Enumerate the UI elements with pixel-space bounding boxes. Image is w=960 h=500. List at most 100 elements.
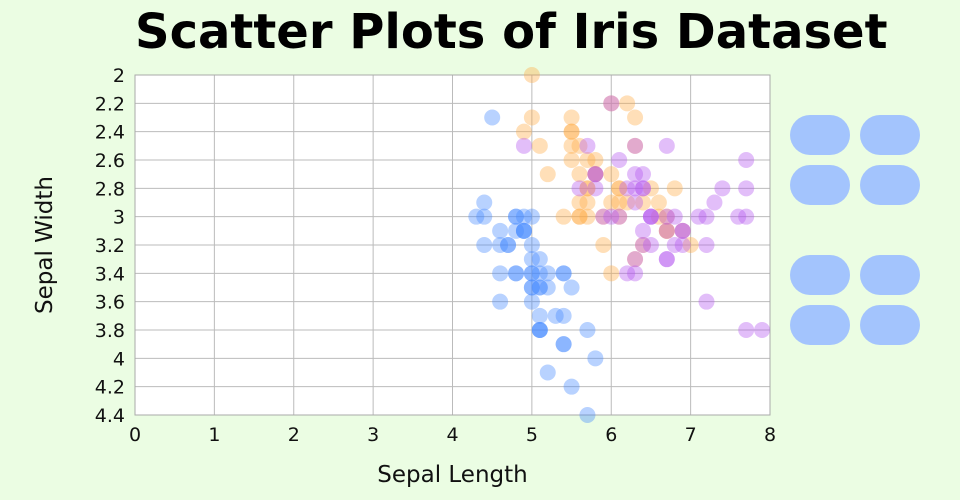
data-point	[619, 180, 636, 197]
legend-swatch	[790, 165, 850, 205]
data-point	[523, 279, 540, 296]
data-point	[642, 180, 659, 197]
data-point	[523, 251, 540, 268]
data-point	[531, 251, 548, 268]
data-point	[579, 407, 596, 423]
data-point	[571, 166, 588, 183]
data-point	[595, 208, 612, 225]
data-point	[674, 237, 691, 253]
data-point	[547, 307, 564, 324]
data-point	[650, 208, 667, 225]
data-point	[627, 265, 644, 282]
data-point	[658, 251, 675, 268]
data-point	[531, 137, 548, 154]
data-point	[603, 265, 620, 282]
data-point	[563, 109, 580, 126]
y-tick-label: 2.6	[95, 150, 125, 172]
data-point	[508, 208, 524, 225]
data-point	[587, 180, 604, 197]
x-tick-label: 6	[605, 424, 617, 446]
data-point	[531, 322, 548, 338]
data-point	[539, 166, 556, 183]
data-point	[531, 322, 548, 338]
data-point	[627, 194, 644, 211]
data-point	[539, 364, 556, 381]
data-point	[571, 180, 588, 197]
data-point	[738, 322, 755, 338]
data-point	[738, 152, 755, 168]
data-point	[515, 222, 532, 239]
data-point	[738, 208, 755, 225]
data-point	[523, 237, 540, 253]
y-tick-label: 4	[113, 348, 125, 370]
x-tick-label: 5	[526, 424, 538, 446]
data-point	[571, 208, 588, 225]
data-point	[531, 307, 548, 324]
data-point	[658, 251, 675, 268]
data-point	[523, 208, 540, 225]
data-point	[508, 265, 524, 282]
data-point	[611, 194, 628, 211]
data-point	[515, 222, 532, 239]
data-point	[587, 152, 604, 168]
data-point	[571, 137, 588, 154]
data-point	[587, 166, 604, 183]
y-tick-label: 4.2	[95, 377, 125, 399]
data-point	[468, 208, 485, 225]
data-point	[674, 222, 691, 239]
data-point	[666, 208, 683, 225]
data-point	[523, 293, 540, 310]
data-point	[515, 137, 532, 154]
data-point	[603, 208, 620, 225]
data-point	[690, 208, 707, 225]
data-point	[611, 180, 628, 197]
data-point	[555, 336, 572, 353]
data-point	[627, 180, 644, 197]
data-point	[523, 67, 540, 83]
data-point	[611, 208, 628, 225]
x-tick-label: 4	[446, 424, 458, 446]
y-tick-label: 2	[113, 65, 125, 87]
data-point	[619, 194, 636, 211]
data-point	[674, 222, 691, 239]
data-point	[579, 194, 596, 211]
data-point	[539, 279, 556, 296]
legend-swatch	[860, 165, 920, 205]
data-point	[658, 208, 675, 225]
data-point	[508, 265, 524, 282]
data-point	[484, 109, 501, 126]
data-point	[627, 166, 644, 183]
data-point	[515, 123, 532, 140]
data-point	[730, 208, 747, 225]
legend-swatch	[860, 305, 920, 345]
data-point	[642, 208, 659, 225]
x-axis-label: Sepal Length	[377, 462, 527, 488]
data-point	[476, 237, 493, 253]
data-point	[587, 166, 604, 183]
data-point	[682, 237, 699, 253]
y-tick-label: 2.4	[95, 122, 125, 144]
data-point	[579, 152, 596, 168]
data-point	[579, 180, 596, 197]
data-point	[635, 222, 651, 239]
data-point	[563, 137, 580, 154]
data-point	[635, 180, 651, 197]
data-point	[627, 137, 644, 154]
data-point	[579, 322, 596, 338]
data-point	[523, 279, 540, 296]
data-point	[642, 237, 659, 253]
y-tick-label: 3	[113, 207, 125, 229]
data-point	[555, 336, 572, 353]
data-point	[635, 194, 651, 211]
data-point	[603, 95, 620, 112]
data-point	[635, 180, 651, 197]
data-point	[738, 180, 755, 197]
data-point	[627, 251, 644, 268]
data-point	[595, 208, 612, 225]
data-point	[539, 265, 556, 282]
data-point	[650, 194, 667, 211]
data-point	[642, 208, 659, 225]
data-point	[658, 208, 675, 225]
chart-title: Scatter Plots of Iris Dataset	[135, 4, 888, 60]
data-point	[619, 95, 636, 112]
